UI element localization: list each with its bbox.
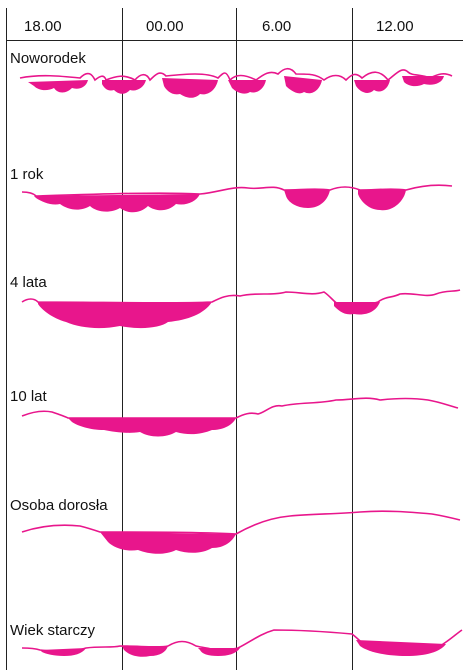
row-4-years: [21, 289, 461, 329]
sleep-block-elderly-1: [40, 648, 86, 656]
sleep-block-elderly-2: [122, 646, 168, 657]
row-1-year: [21, 184, 453, 213]
sleep-block-4-years-2: [334, 302, 380, 315]
row-adult: [21, 510, 461, 554]
row-elderly: [21, 629, 463, 657]
time-label-06: 6.00: [262, 18, 291, 35]
time-axis: 18.00 00.00 6.00 12.00: [24, 18, 414, 35]
row-label-1-year: 1 rok: [10, 166, 44, 183]
sleep-block-1-year-2: [284, 190, 330, 208]
wake-line-adult: [21, 510, 461, 535]
sleep-block-elderly-4: [356, 640, 446, 656]
sleep-block-1-year-3: [358, 190, 406, 211]
row-newborn: [19, 67, 453, 98]
sleep-block-10-years-1: [68, 418, 236, 437]
time-label-18: 18.00: [24, 18, 62, 35]
sleep-block-newborn-2: [102, 80, 146, 94]
sleep-block-elderly-3: [198, 648, 240, 656]
sleep-block-newborn-7: [402, 76, 444, 87]
sleep-block-newborn-6: [354, 80, 390, 93]
sleep-block-newborn-4: [228, 80, 266, 94]
sleep-block-newborn-3: [162, 78, 218, 98]
row-labels: Noworodek 1 rok 4 lata 10 lat Osoba doro…: [10, 50, 108, 639]
sleep-block-1-year-1: [34, 194, 200, 213]
time-label-12: 12.00: [376, 18, 414, 35]
row-label-adult: Osoba dorosła: [10, 497, 108, 514]
row-label-elderly: Wiek starczy: [10, 622, 96, 639]
row-10-years: [21, 397, 459, 437]
sleep-block-4-years-1: [38, 302, 212, 329]
sleep-block-adult-1: [100, 532, 236, 554]
sleep-block-newborn-1: [28, 80, 88, 93]
wake-line-10-years: [21, 397, 459, 419]
row-label-10-years: 10 lat: [10, 388, 48, 405]
time-label-00: 00.00: [146, 18, 184, 35]
sleep-block-newborn-5: [284, 76, 322, 94]
grid: [6, 8, 463, 670]
wake-line-1-year: [21, 184, 453, 197]
row-label-newborn: Noworodek: [10, 50, 86, 67]
row-label-4-years: 4 lata: [10, 274, 47, 291]
